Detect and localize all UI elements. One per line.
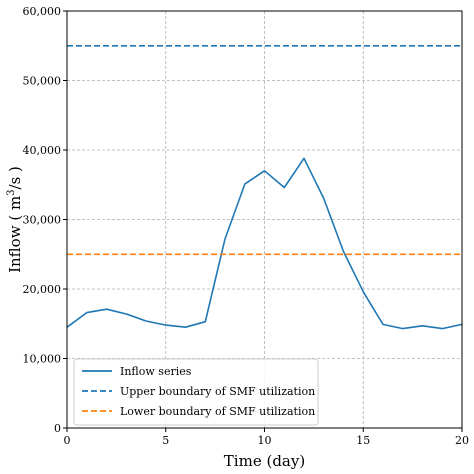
y-tick-label: 0	[54, 422, 61, 435]
y-tick-label: 40,000	[23, 144, 62, 157]
legend-label-3: Lower boundary of SMF utilization	[120, 405, 315, 418]
x-tick-label: 20	[455, 434, 469, 447]
y-axis-label: Inflow ( m3/s )	[6, 166, 24, 273]
x-axis-label: Time (day)	[224, 452, 305, 470]
y-tick-label: 50,000	[23, 75, 62, 88]
x-tick-label: 0	[64, 434, 71, 447]
axis-ticks: 0 5 10 15 20 0 10,000 20,000 30,000 40,000 50,000 6…	[23, 5, 470, 447]
y-axis-label-end: /s )	[6, 166, 24, 189]
series-line-1	[66, 157, 463, 330]
x-tick-label: 5	[162, 434, 169, 447]
y-axis-label-superscript: 3	[6, 189, 17, 195]
series-lines	[66, 44, 463, 330]
y-axis-label-main: Inflow ( m	[6, 196, 24, 273]
legend: Inflow series Upper boundary of SMF utili…	[73, 358, 319, 426]
x-tick-label: 10	[258, 434, 272, 447]
y-tick-label: 20,000	[23, 283, 62, 296]
y-tick-label: 60,000	[23, 5, 62, 18]
legend-box	[73, 358, 319, 426]
y-tick-label: 30,000	[23, 214, 62, 227]
y-tick-label: 10,000	[23, 353, 62, 366]
x-tick-label: 15	[356, 434, 370, 447]
legend-label-2: Upper boundary of SMF utilization	[120, 385, 315, 398]
legend-label-1: Inflow series	[120, 365, 192, 378]
